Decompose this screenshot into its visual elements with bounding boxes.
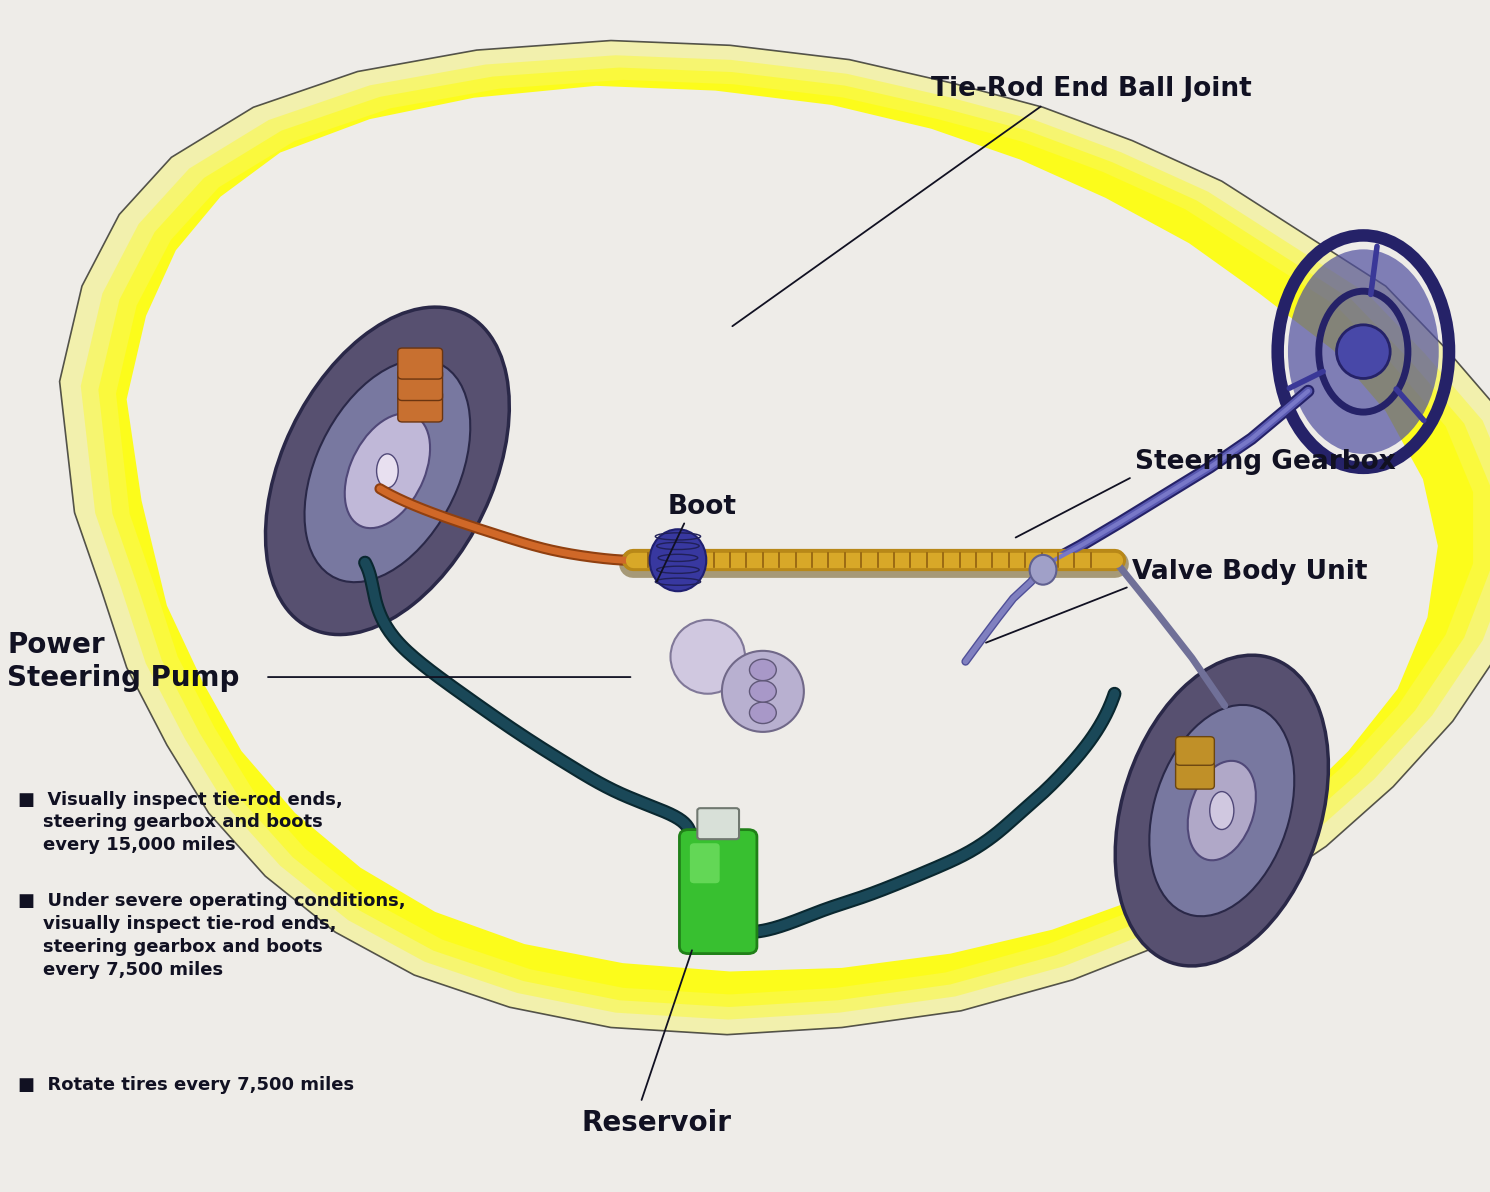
Text: ■  Visually inspect tie-rod ends,
    steering gearbox and boots
    every 15,00: ■ Visually inspect tie-rod ends, steerin… <box>18 790 343 855</box>
FancyBboxPatch shape <box>679 830 757 954</box>
FancyBboxPatch shape <box>697 808 739 839</box>
Ellipse shape <box>1210 791 1234 830</box>
FancyBboxPatch shape <box>398 391 443 422</box>
Ellipse shape <box>670 620 745 694</box>
Ellipse shape <box>377 454 398 488</box>
Ellipse shape <box>1188 760 1256 861</box>
Text: Boot: Boot <box>668 493 736 520</box>
Text: Steering Gearbox: Steering Gearbox <box>1135 449 1396 476</box>
Ellipse shape <box>265 308 510 634</box>
Ellipse shape <box>1115 656 1329 966</box>
Text: Power
Steering Pump: Power Steering Pump <box>7 632 240 691</box>
Ellipse shape <box>344 414 431 528</box>
Ellipse shape <box>749 702 776 724</box>
FancyBboxPatch shape <box>1176 737 1214 765</box>
Text: ■  Rotate tires every 7,500 miles: ■ Rotate tires every 7,500 miles <box>18 1075 355 1094</box>
FancyBboxPatch shape <box>398 348 443 379</box>
Polygon shape <box>127 86 1438 971</box>
Ellipse shape <box>1149 704 1295 917</box>
Polygon shape <box>116 80 1474 994</box>
Polygon shape <box>98 68 1490 1007</box>
Ellipse shape <box>749 659 776 681</box>
Ellipse shape <box>1030 555 1056 584</box>
Text: Valve Body Unit: Valve Body Unit <box>1132 559 1368 585</box>
Ellipse shape <box>1287 249 1439 454</box>
Polygon shape <box>80 55 1490 1019</box>
Ellipse shape <box>304 360 471 582</box>
Polygon shape <box>60 41 1490 1035</box>
Text: Tie-Rod End Ball Joint: Tie-Rod End Ball Joint <box>931 76 1252 103</box>
FancyBboxPatch shape <box>1176 760 1214 789</box>
Ellipse shape <box>749 681 776 702</box>
Ellipse shape <box>650 529 706 591</box>
Text: Reservoir: Reservoir <box>581 1109 732 1137</box>
Ellipse shape <box>721 651 805 732</box>
FancyBboxPatch shape <box>398 370 443 401</box>
Text: ■  Under severe operating conditions,
    visually inspect tie-rod ends,
    ste: ■ Under severe operating conditions, vis… <box>18 893 405 979</box>
FancyBboxPatch shape <box>690 843 720 883</box>
Ellipse shape <box>1337 325 1390 379</box>
